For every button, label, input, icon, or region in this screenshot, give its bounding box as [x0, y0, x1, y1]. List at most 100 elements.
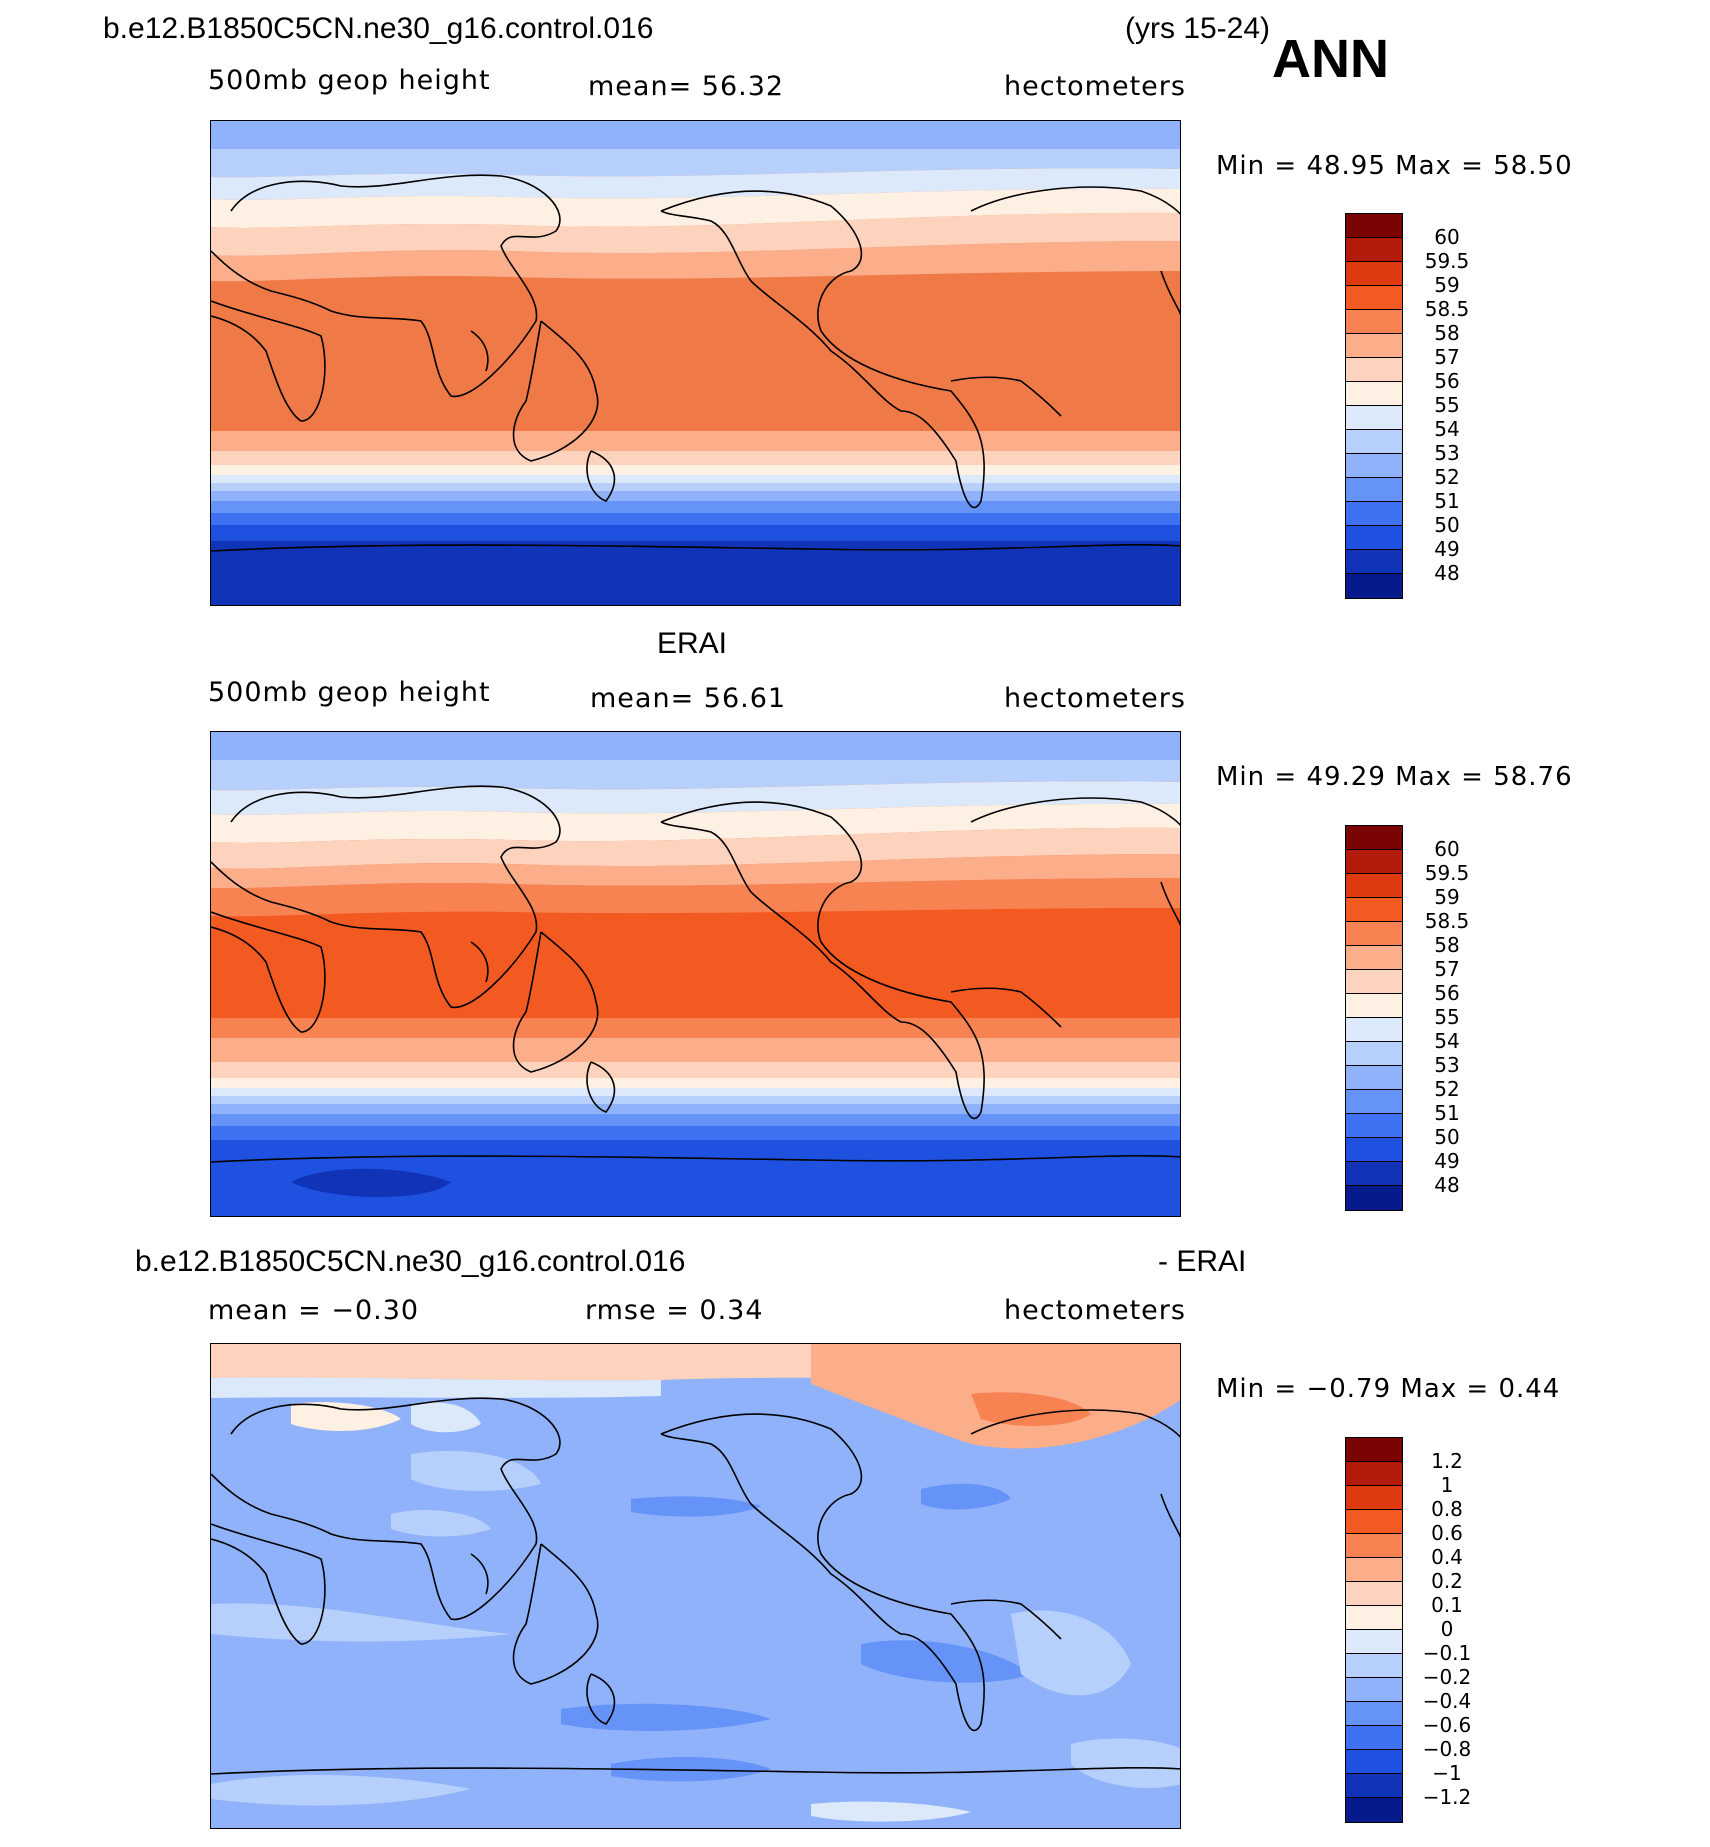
panel3-title-right: - ERAI: [1158, 1245, 1247, 1278]
colorbar-swatch: [1346, 1186, 1402, 1210]
colorbar-tick-label: −0.6: [1422, 1713, 1472, 1737]
colorbar-tick-label: 59.5: [1424, 249, 1470, 273]
colorbar-swatch: [1346, 382, 1402, 406]
colorbar-tick-label: 55: [1434, 393, 1460, 417]
colorbar-tick-label: 1: [1440, 1473, 1454, 1497]
colorbar-tick-label: 59: [1434, 885, 1460, 909]
colorbar-diff: [1345, 1437, 1403, 1823]
colorbar-swatch: [1346, 1558, 1402, 1582]
colorbar-tick-label: 59: [1434, 273, 1460, 297]
colorbar-tick-label: −0.4: [1422, 1689, 1472, 1713]
colorbar-swatch: [1346, 214, 1402, 238]
colorbar-tick-label: 56: [1434, 369, 1460, 393]
colorbar-swatch: [1346, 874, 1402, 898]
years-label: (yrs 15-24): [1125, 12, 1271, 45]
colorbar-swatch: [1346, 526, 1402, 550]
colorbar-swatch: [1346, 1678, 1402, 1702]
map-erai: [210, 731, 1181, 1217]
panel2-title: ERAI: [657, 627, 728, 660]
colorbar-swatch: [1346, 310, 1402, 334]
colorbar-swatch: [1346, 430, 1402, 454]
colorbar-tick-label: 52: [1434, 1077, 1460, 1101]
panel1-minmax: Min = 48.95 Max = 58.50: [1216, 151, 1573, 181]
panel3-mean: mean = −0.30: [208, 1295, 420, 1326]
colorbar-tick-label: −0.1: [1422, 1641, 1472, 1665]
map-difference: [210, 1343, 1181, 1829]
colorbar-tick-label: −0.8: [1422, 1737, 1472, 1761]
colorbar-abs-2: [1345, 825, 1403, 1211]
colorbar-tick-label: 59.5: [1424, 861, 1470, 885]
colorbar-swatch: [1346, 898, 1402, 922]
colorbar-tick-label: 1.2: [1431, 1449, 1463, 1473]
colorbar-swatch: [1346, 262, 1402, 286]
panel3-minmax: Min = −0.79 Max = 0.44: [1216, 1374, 1561, 1404]
colorbar-swatch: [1346, 238, 1402, 262]
colorbar-swatch: [1346, 358, 1402, 382]
colorbar-swatch: [1346, 502, 1402, 526]
colorbar-swatch: [1346, 286, 1402, 310]
colorbar-swatch: [1346, 850, 1402, 874]
colorbar-swatch: [1346, 1510, 1402, 1534]
colorbar-tick-label: 56: [1434, 981, 1460, 1005]
panel1-units: hectometers: [1004, 71, 1186, 102]
panel2-mean: mean= 56.61: [590, 683, 787, 714]
colorbar-swatch: [1346, 1750, 1402, 1774]
colorbar-tick-label: 51: [1434, 489, 1460, 513]
panel1-mean: mean= 56.32: [588, 71, 785, 102]
panel2-variable: 500mb geop height: [208, 677, 491, 708]
colorbar-swatch: [1346, 994, 1402, 1018]
colorbar-swatch: [1346, 1654, 1402, 1678]
colorbar-swatch: [1346, 1486, 1402, 1510]
colorbar-tick-label: 0: [1440, 1617, 1454, 1641]
colorbar-tick-label: 57: [1434, 957, 1460, 981]
colorbar-tick-label: 58.5: [1424, 297, 1470, 321]
panel2-minmax: Min = 49.29 Max = 58.76: [1216, 762, 1573, 792]
colorbar-tick-label: −0.2: [1422, 1665, 1472, 1689]
panel3-rmse: rmse = 0.34: [585, 1295, 764, 1326]
colorbar-swatch: [1346, 1606, 1402, 1630]
colorbar-swatch: [1346, 1042, 1402, 1066]
colorbar-swatch: [1346, 574, 1402, 598]
colorbar-swatch: [1346, 406, 1402, 430]
colorbar-tick-label: 0.1: [1431, 1593, 1463, 1617]
season-label: ANN: [1272, 29, 1389, 89]
colorbar-tick-label: 51: [1434, 1101, 1460, 1125]
colorbar-swatch: [1346, 946, 1402, 970]
colorbar-tick-label: 58: [1434, 321, 1460, 345]
colorbar-swatch: [1346, 1534, 1402, 1558]
panel3-units: hectometers: [1004, 1295, 1186, 1326]
panel2-units: hectometers: [1004, 683, 1186, 714]
colorbar-tick-label: 0.4: [1431, 1545, 1463, 1569]
colorbar-swatch: [1346, 1018, 1402, 1042]
colorbar-tick-label: −1: [1432, 1761, 1462, 1785]
colorbar-swatch: [1346, 334, 1402, 358]
colorbar-swatch: [1346, 550, 1402, 574]
colorbar-tick-label: 0.2: [1431, 1569, 1463, 1593]
colorbar-tick-label: 60: [1434, 837, 1460, 861]
colorbar-swatch: [1346, 1114, 1402, 1138]
colorbar-tick-label: 49: [1434, 1149, 1460, 1173]
colorbar-tick-label: 58: [1434, 933, 1460, 957]
colorbar-swatch: [1346, 922, 1402, 946]
colorbar-tick-label: 60: [1434, 225, 1460, 249]
case-title: b.e12.B1850C5CN.ne30_g16.control.016: [103, 12, 654, 45]
colorbar-swatch: [1346, 1798, 1402, 1822]
colorbar-swatch: [1346, 1438, 1402, 1462]
colorbar-tick-label: 0.8: [1431, 1497, 1463, 1521]
colorbar-swatch: [1346, 1726, 1402, 1750]
colorbar-tick-label: 57: [1434, 345, 1460, 369]
colorbar-tick-label: 50: [1434, 1125, 1460, 1149]
colorbar-swatch: [1346, 1162, 1402, 1186]
colorbar-swatch: [1346, 1462, 1402, 1486]
colorbar-swatch: [1346, 478, 1402, 502]
colorbar-swatch: [1346, 826, 1402, 850]
colorbar-swatch: [1346, 1090, 1402, 1114]
colorbar-tick-label: 49: [1434, 537, 1460, 561]
map-model: [210, 120, 1181, 606]
colorbar-abs-1: [1345, 213, 1403, 599]
colorbar-swatch: [1346, 1702, 1402, 1726]
colorbar-tick-label: 48: [1434, 1173, 1460, 1197]
colorbar-tick-label: 58.5: [1424, 909, 1470, 933]
colorbar-swatch: [1346, 1582, 1402, 1606]
colorbar-tick-label: 52: [1434, 465, 1460, 489]
